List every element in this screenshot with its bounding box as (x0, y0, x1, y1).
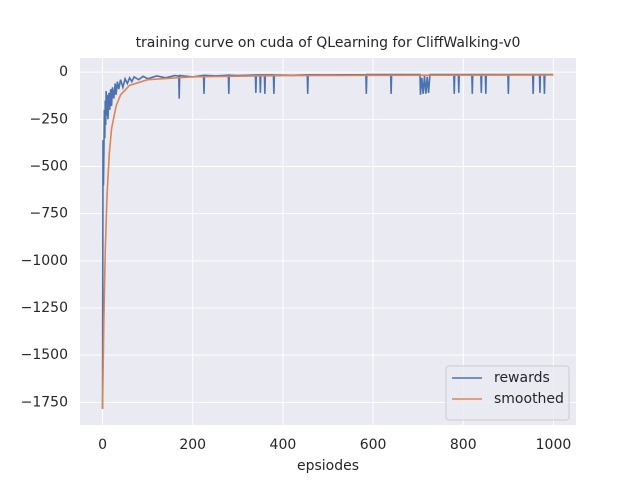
y-tick-label: −250 (30, 111, 68, 127)
legend-label: rewards (494, 370, 550, 386)
x-axis-label: epsiodes (297, 458, 359, 474)
x-tick-label: 400 (270, 437, 297, 453)
y-tick-label: −1500 (21, 347, 68, 363)
legend-label: smoothed (494, 391, 564, 407)
x-tick-label: 0 (98, 437, 107, 453)
series-line (101, 73, 553, 409)
y-tick-label: −1250 (21, 300, 68, 316)
y-tick-label: −1000 (21, 253, 68, 269)
series-line (101, 74, 554, 409)
x-tick-label: 1000 (536, 437, 572, 453)
x-tick-label: 600 (360, 437, 387, 453)
y-tick-label: −500 (30, 158, 68, 174)
y-tick-label: 0 (59, 64, 68, 80)
legend-box (445, 365, 570, 421)
y-tick-label: −750 (30, 206, 68, 222)
chart-title: training curve on cuda of QLearning for … (136, 35, 521, 51)
x-tick-label: 200 (179, 437, 206, 453)
x-tick-label: 800 (450, 437, 477, 453)
y-tick-label: −1750 (21, 394, 68, 410)
